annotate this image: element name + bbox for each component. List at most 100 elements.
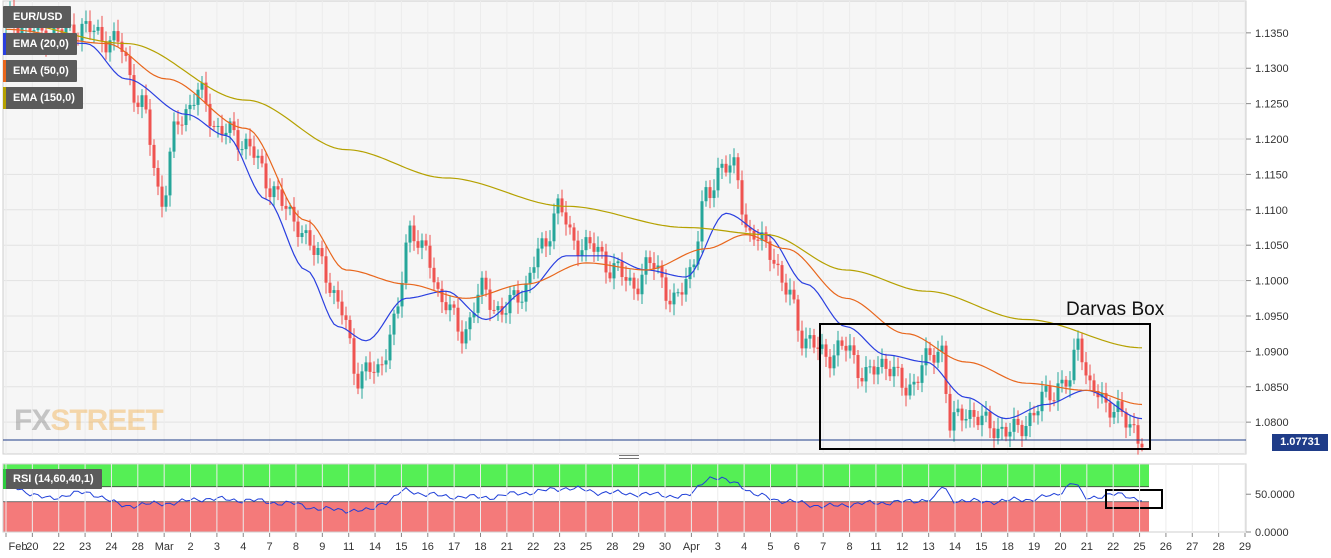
candle-body <box>132 75 136 103</box>
candle-body <box>864 367 868 382</box>
x-tick-label: Apr <box>683 541 700 553</box>
candle-body <box>840 340 844 346</box>
x-tick-label: 28 <box>1213 541 1225 553</box>
candle-body <box>1112 411 1116 418</box>
candle-body <box>568 224 572 228</box>
ema150-legend[interactable]: EMA (150,0) <box>3 87 83 109</box>
candle-body <box>528 272 532 284</box>
candle-body <box>392 313 396 335</box>
candle-body <box>188 104 192 110</box>
candle-body <box>456 307 460 332</box>
candle-body <box>256 155 260 158</box>
x-tick-label: 29 <box>1239 541 1251 553</box>
candle-body <box>172 121 176 152</box>
candle-body <box>716 167 720 191</box>
rsi-legend[interactable]: RSI (14,60,40,1) <box>3 469 102 489</box>
x-tick-label: 24 <box>105 541 117 553</box>
candle-body <box>1004 426 1008 437</box>
x-tick-label: 8 <box>847 541 853 553</box>
pane-resize-handle[interactable] <box>619 455 639 461</box>
candle-body <box>216 125 220 127</box>
x-tick-label: 5 <box>767 541 773 553</box>
candle-body <box>608 272 612 279</box>
candle-body <box>404 242 408 283</box>
candle-body <box>916 381 920 383</box>
ema150-swatch <box>3 87 6 109</box>
rsi-line <box>5 476 1143 514</box>
x-tick-label: 2 <box>187 541 193 553</box>
candle-body <box>96 26 100 31</box>
candle-body <box>400 282 404 307</box>
ema20-line <box>6 35 1143 420</box>
candle-body <box>836 340 840 356</box>
last-price-value: 1.07731 <box>1280 436 1320 448</box>
candle-body <box>1136 425 1140 444</box>
candle-body <box>832 355 836 369</box>
candle-body <box>272 186 276 198</box>
x-tick-label: 18 <box>1002 541 1014 553</box>
x-tick-label: 15 <box>395 541 407 553</box>
candle-body <box>900 367 904 388</box>
candle-body <box>264 163 268 189</box>
candle-body <box>476 294 480 313</box>
ema20-legend[interactable]: EMA (20,0) <box>3 33 77 55</box>
y-tick-label: 1.1000 <box>1255 276 1289 288</box>
candle-body <box>636 288 640 295</box>
instrument-name: EUR/USD <box>13 11 63 23</box>
candle-body <box>512 290 516 295</box>
fxstreet-watermark: FXSTREET <box>14 404 164 438</box>
candle-body <box>176 121 180 125</box>
candle-body <box>792 289 796 300</box>
candle-body <box>436 282 440 289</box>
candle-body <box>444 302 448 311</box>
candle-body <box>632 277 636 289</box>
candle-body <box>452 304 456 308</box>
candle-body <box>164 195 168 207</box>
x-tick-label: 21 <box>1081 541 1093 553</box>
x-tick-label: 3 <box>715 541 721 553</box>
candle-body <box>104 41 108 53</box>
candle-body <box>260 155 264 164</box>
candle-body <box>732 157 736 166</box>
candle-body <box>976 416 980 426</box>
candle-body <box>276 186 280 190</box>
candle-body <box>288 206 292 209</box>
candle-body <box>384 360 388 365</box>
rsi-oversold-zone <box>3 501 1149 532</box>
candle-body <box>880 358 884 368</box>
ema50-legend-label: EMA (50,0) <box>13 65 69 77</box>
watermark-street: STREET <box>50 404 163 437</box>
candle-body <box>868 366 872 368</box>
candle-body <box>520 301 524 303</box>
candle-body <box>200 82 204 90</box>
rsi-highlight-box <box>1105 489 1163 509</box>
x-tick-label: 14 <box>949 541 961 553</box>
y-tick-label: 1.1350 <box>1255 28 1289 40</box>
candle-body <box>320 248 324 257</box>
candle-body <box>500 306 504 315</box>
candle-body <box>440 288 444 303</box>
candle-body <box>948 393 952 431</box>
candle-body <box>772 259 776 264</box>
price-plot-area[interactable] <box>2 0 1247 455</box>
candle-body <box>360 371 364 389</box>
candle-body <box>432 267 436 283</box>
x-tick-label: 17 <box>448 541 460 553</box>
candle-body <box>696 241 700 265</box>
candle-body <box>328 282 332 293</box>
candle-body <box>368 362 372 372</box>
candle-body <box>464 329 468 344</box>
candle-body <box>224 132 228 136</box>
candle-body <box>312 245 316 255</box>
candle-body <box>88 21 92 32</box>
x-tick-label: 28 <box>606 541 618 553</box>
x-tick-label: 30 <box>659 541 671 553</box>
candle-body <box>504 313 508 315</box>
x-tick-label: 7 <box>820 541 826 553</box>
candle-body <box>572 227 576 241</box>
ema50-legend[interactable]: EMA (50,0) <box>3 60 77 82</box>
candle-body <box>396 306 400 314</box>
x-tick-label: 12 <box>896 541 908 553</box>
y-tick-label: 1.0950 <box>1255 311 1289 323</box>
